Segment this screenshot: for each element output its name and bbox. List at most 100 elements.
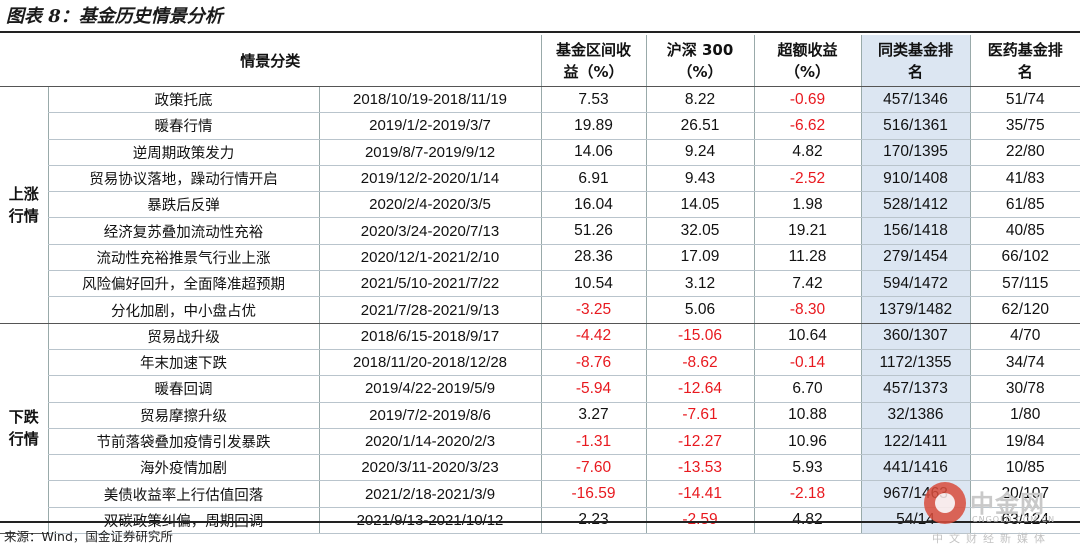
table-row: 海外疫情加剧 2020/3/11-2020/3/23 -7.60 -13.53 5.93… [0, 454, 1080, 482]
table-row: 暴跌后反弹 2020/2/4-2020/3/5 16.04 14.05 1.98 528/… [0, 191, 1080, 219]
scenario-name: 经济复苏叠加流动性充裕 [47, 217, 319, 245]
fund-return-cell: 6.91 [540, 165, 646, 193]
fund-return-cell: 14.06 [540, 139, 646, 166]
period-cell: 2020/3/24-2020/7/13 [318, 217, 541, 245]
scenario-name: 海外疫情加剧 [47, 454, 319, 482]
excess-return-cell: 19.21 [753, 217, 861, 245]
pharma-rank-cell: 40/85 [969, 217, 1080, 245]
header-peer-rank: 同类基金排名 [860, 35, 970, 87]
pharma-rank-cell: 61/85 [969, 191, 1080, 219]
top-rule [0, 31, 1080, 33]
fund-return-cell: 19.89 [540, 112, 646, 140]
table-row: 上涨 行情 政策托底 2018/10/19-2018/11/19 7.53 8.22 -0.… [0, 86, 1080, 324]
hs300-cell: 32.05 [645, 217, 754, 245]
hs300-cell: -8.62 [645, 349, 754, 377]
pharma-rank-cell: 20/107 [969, 480, 1080, 508]
hs300-cell: -15.06 [645, 323, 754, 350]
header-hs300: 沪深 300 （%） [645, 35, 754, 87]
watermark-url: CNGOLD.COM.CN [972, 515, 1056, 524]
period-cell: 2021/7/28-2021/9/13 [318, 296, 541, 324]
period-cell: 2020/2/4-2020/3/5 [318, 191, 541, 219]
peer-rank-cell: 122/1411 [860, 428, 970, 456]
hs300-cell: 5.06 [645, 296, 754, 324]
group-label: 上涨 行情 [0, 86, 48, 324]
hs300-cell: -7.61 [645, 402, 754, 429]
peer-rank-cell: 441/1416 [860, 454, 970, 482]
fund-return-cell: -3.25 [540, 296, 646, 324]
header-fund-return: 基金区间收 益（%） [540, 35, 646, 87]
period-cell: 2019/1/2-2019/3/7 [318, 112, 541, 140]
period-cell: 2020/1/14-2020/2/3 [318, 428, 541, 456]
hs300-cell: 14.05 [645, 191, 754, 219]
table-row: 暖春回调 2019/4/22-2019/5/9 -5.94 -12.64 6.70 457… [0, 375, 1080, 403]
hs300-cell: -2.59 [645, 507, 754, 535]
peer-rank-cell: 457/1373 [860, 375, 970, 403]
scenario-name: 贸易协议落地，躁动行情开启 [47, 165, 319, 193]
table-row: 节前落袋叠加疫情引发暴跌 2020/1/14-2020/2/3 -1.31 -12.2… [0, 428, 1080, 456]
peer-rank-cell: 156/1418 [860, 217, 970, 245]
table-row: 流动性充裕推景气行业上涨 2020/12/1-2021/2/10 28.36 17.0… [0, 244, 1080, 272]
pharma-rank-cell: 1/80 [969, 402, 1080, 429]
scenario-name: 暴跌后反弹 [47, 191, 319, 219]
peer-rank-cell: 1379/1482 [860, 296, 970, 324]
table-row: 分化加剧，中小盘占优 2021/7/28-2021/9/13 -3.25 5.06 -8… [0, 296, 1080, 324]
scenario-table: 情景分类 基金区间收 益（%） 沪深 300 （%） 超额收益 （%） 同类基金排名 … [0, 35, 1080, 535]
scenario-name: 暖春行情 [47, 112, 319, 140]
fund-return-cell: 16.04 [540, 191, 646, 219]
header-pharma-rank: 医药基金排名 [969, 35, 1080, 87]
hs300-cell: 26.51 [645, 112, 754, 140]
scenario-name: 美债收益率上行估值回落 [47, 480, 319, 508]
scenario-name: 逆周期政策发力 [47, 139, 319, 166]
excess-return-cell: 1.98 [753, 191, 861, 219]
source-note: 来源：Wind，国金证券研究所 [4, 529, 173, 544]
excess-return-cell: 10.64 [753, 323, 861, 350]
period-cell: 2021/5/10-2021/7/22 [318, 270, 541, 298]
hs300-cell: -12.64 [645, 375, 754, 403]
peer-rank-cell: 360/1307 [860, 323, 970, 350]
watermark: 中金网 CNGOLD.COM.CN 中文财经新媒体 [924, 482, 1074, 552]
fund-return-cell: -4.42 [540, 323, 646, 350]
peer-rank-cell: 516/1361 [860, 112, 970, 140]
header-excess-return: 超额收益 （%） [753, 35, 861, 87]
watermark-slogan: 中文财经新媒体 [932, 532, 1051, 545]
pharma-rank-cell: 51/74 [969, 86, 1080, 114]
pharma-rank-cell: 57/115 [969, 270, 1080, 298]
period-cell: 2019/4/22-2019/5/9 [318, 375, 541, 403]
hs300-cell: 3.12 [645, 270, 754, 298]
table-row: 经济复苏叠加流动性充裕 2020/3/24-2020/7/13 51.26 32.05… [0, 217, 1080, 245]
scenario-name: 流动性充裕推景气行业上涨 [47, 244, 319, 272]
hs300-cell: -13.53 [645, 454, 754, 482]
excess-return-cell: 4.82 [753, 507, 861, 535]
fund-return-cell: 7.53 [540, 86, 646, 114]
excess-return-cell: 4.82 [753, 139, 861, 166]
pharma-rank-cell: 62/120 [969, 296, 1080, 324]
fund-return-cell: 2.23 [540, 507, 646, 535]
fund-return-cell: 3.27 [540, 402, 646, 429]
bottom-rule [0, 521, 1080, 523]
scenario-name: 政策托底 [47, 86, 319, 114]
excess-return-cell: 6.70 [753, 375, 861, 403]
pharma-rank-cell: 4/70 [969, 323, 1080, 350]
period-cell: 2019/7/2-2019/8/6 [318, 402, 541, 429]
pharma-rank-cell: 35/75 [969, 112, 1080, 140]
pharma-rank-cell: 30/78 [969, 375, 1080, 403]
fund-return-cell: 51.26 [540, 217, 646, 245]
fund-return-cell: -7.60 [540, 454, 646, 482]
period-cell: 2018/11/20-2018/12/28 [318, 349, 541, 377]
header-row: 情景分类 基金区间收 益（%） 沪深 300 （%） 超额收益 （%） 同类基金排名 … [0, 35, 1080, 87]
scenario-name: 暖春回调 [47, 375, 319, 403]
excess-return-cell: 11.28 [753, 244, 861, 272]
pharma-rank-cell: 10/85 [969, 454, 1080, 482]
excess-return-cell: 7.42 [753, 270, 861, 298]
figure-title: 图表 8：基金历史情景分析 [6, 6, 223, 27]
pharma-rank-cell: 63/124 [969, 507, 1080, 535]
peer-rank-cell: 279/1454 [860, 244, 970, 272]
watermark-logo-icon [924, 482, 966, 524]
scenario-name: 年末加速下跌 [47, 349, 319, 377]
table-row: 贸易协议落地，躁动行情开启 2019/12/2-2020/1/14 6.91 9.43… [0, 165, 1080, 193]
table-row: 美债收益率上行估值回落 2021/2/18-2021/3/9 -16.59 -14.4… [0, 480, 1080, 508]
hs300-cell: 8.22 [645, 86, 754, 114]
peer-rank-cell: 457/1346 [860, 86, 970, 114]
pharma-rank-cell: 41/83 [969, 165, 1080, 193]
fund-return-cell: -8.76 [540, 349, 646, 377]
